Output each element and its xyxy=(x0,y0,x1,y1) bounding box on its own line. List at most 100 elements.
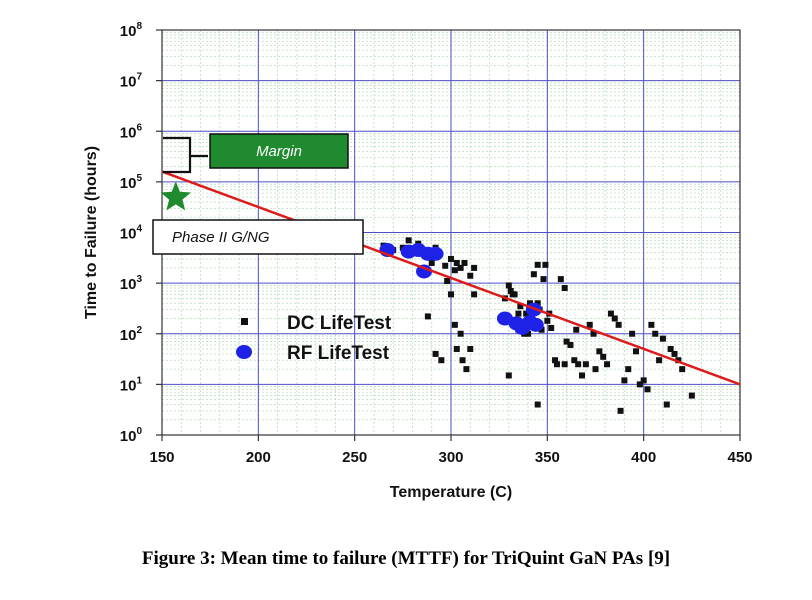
dc-data-point xyxy=(428,259,435,266)
dc-data-point xyxy=(615,321,622,328)
y-tick-label: 102 xyxy=(120,325,143,344)
dc-data-point xyxy=(467,345,474,352)
dc-data-point xyxy=(573,326,580,333)
legend-rf-label: RF LifeTest xyxy=(287,343,390,364)
dc-data-point xyxy=(644,386,651,393)
x-tick-label: 150 xyxy=(149,449,174,466)
dc-data-point xyxy=(632,348,639,355)
dc-data-point xyxy=(679,366,686,373)
dc-data-point xyxy=(617,407,624,414)
dc-data-point xyxy=(607,310,614,317)
dc-data-point xyxy=(538,326,545,333)
dc-data-point xyxy=(534,300,541,307)
dc-data-point xyxy=(444,278,451,285)
dc-data-point xyxy=(625,366,632,373)
dc-data-point xyxy=(467,272,474,279)
dc-data-point xyxy=(561,361,568,368)
dc-data-point xyxy=(611,315,618,322)
dc-data-point xyxy=(461,259,468,266)
legend-dc-marker xyxy=(241,318,248,325)
x-tick-label: 350 xyxy=(535,449,560,466)
dc-data-point xyxy=(432,350,439,357)
dc-data-point xyxy=(515,310,522,317)
dc-data-point xyxy=(671,350,678,357)
rf-data-point xyxy=(416,264,433,279)
dc-data-point xyxy=(567,341,574,348)
dc-data-point xyxy=(526,300,533,307)
dc-data-point xyxy=(575,361,582,368)
dc-data-point xyxy=(656,357,663,364)
y-axis-ticks: 100 101 102 103 104 105 106 107 108 xyxy=(120,21,162,445)
dc-data-point xyxy=(534,261,541,268)
dc-data-point xyxy=(453,259,460,266)
dc-data-point xyxy=(511,291,518,298)
dc-data-point xyxy=(636,381,643,388)
dc-data-point xyxy=(596,348,603,355)
y-tick-label: 100 xyxy=(120,426,143,445)
dc-data-point xyxy=(471,264,478,271)
dc-data-point xyxy=(582,361,589,368)
dc-data-point xyxy=(586,321,593,328)
y-tick-label: 106 xyxy=(120,122,143,141)
dc-data-point xyxy=(675,357,682,364)
dc-data-point xyxy=(442,262,449,269)
dc-data-point xyxy=(534,401,541,408)
dc-data-point xyxy=(530,271,537,278)
y-tick-label: 105 xyxy=(120,173,143,192)
mttf-chart: 100 101 102 103 104 105 106 107 108 150 200 250 300… xyxy=(83,21,753,501)
x-tick-label: 300 xyxy=(438,449,463,466)
dc-data-point xyxy=(640,377,647,384)
dc-data-point xyxy=(451,321,458,328)
dc-data-point xyxy=(659,335,666,342)
dc-data-point xyxy=(457,330,464,337)
dc-data-point xyxy=(667,345,674,352)
dc-data-point xyxy=(544,317,551,324)
dc-data-point xyxy=(448,291,454,298)
y-tick-label: 107 xyxy=(120,72,143,91)
dc-data-point xyxy=(553,361,560,368)
dc-data-point xyxy=(652,330,659,337)
x-tick-label: 400 xyxy=(631,449,656,466)
margin-label: Margin xyxy=(256,143,302,160)
dc-data-point xyxy=(548,324,555,331)
dc-data-point xyxy=(438,357,445,364)
x-tick-label: 450 xyxy=(727,449,752,466)
rf-data-point xyxy=(527,317,544,332)
star-marker xyxy=(160,181,191,211)
legend-rf-marker xyxy=(236,345,252,359)
dc-data-point xyxy=(451,267,458,274)
dc-data-point xyxy=(600,353,607,360)
margin-bracket xyxy=(163,136,208,174)
x-axis-ticks: 150 200 250 300 350 400 450 xyxy=(149,435,753,466)
dc-data-point xyxy=(688,392,695,399)
dc-data-point xyxy=(621,377,628,384)
dc-data-point xyxy=(505,372,512,379)
dc-data-point xyxy=(453,345,460,352)
y-tick-label: 108 xyxy=(120,21,143,40)
dc-data-point xyxy=(424,313,431,320)
margin-box xyxy=(209,133,349,169)
major-grid xyxy=(162,30,740,435)
dc-data-point xyxy=(542,261,549,268)
dc-data-point xyxy=(523,310,530,317)
legend: DC LifeTest RF LifeTest xyxy=(236,313,392,364)
x-axis-title: Temperature (C) xyxy=(390,484,512,501)
dc-data-point xyxy=(463,366,470,373)
rf-lifetest-series xyxy=(379,243,544,335)
y-tick-label: 103 xyxy=(120,274,143,293)
dc-data-point xyxy=(459,357,466,364)
phase-label: Phase II G/NG xyxy=(172,229,270,246)
dc-data-point xyxy=(571,357,578,364)
dc-data-point xyxy=(561,285,568,292)
figure-caption: Figure 3: Mean time to failure (MTTF) fo… xyxy=(141,548,671,569)
dc-data-point xyxy=(540,276,547,283)
dc-data-point xyxy=(471,291,478,298)
legend-dc-label: DC LifeTest xyxy=(287,313,392,334)
y-tick-label: 104 xyxy=(120,224,143,243)
dc-data-point xyxy=(507,287,514,294)
phase-box xyxy=(152,219,364,255)
dc-data-point xyxy=(663,401,670,408)
dc-data-point xyxy=(604,361,611,368)
dc-data-point xyxy=(579,372,586,379)
rf-data-point xyxy=(427,246,444,261)
